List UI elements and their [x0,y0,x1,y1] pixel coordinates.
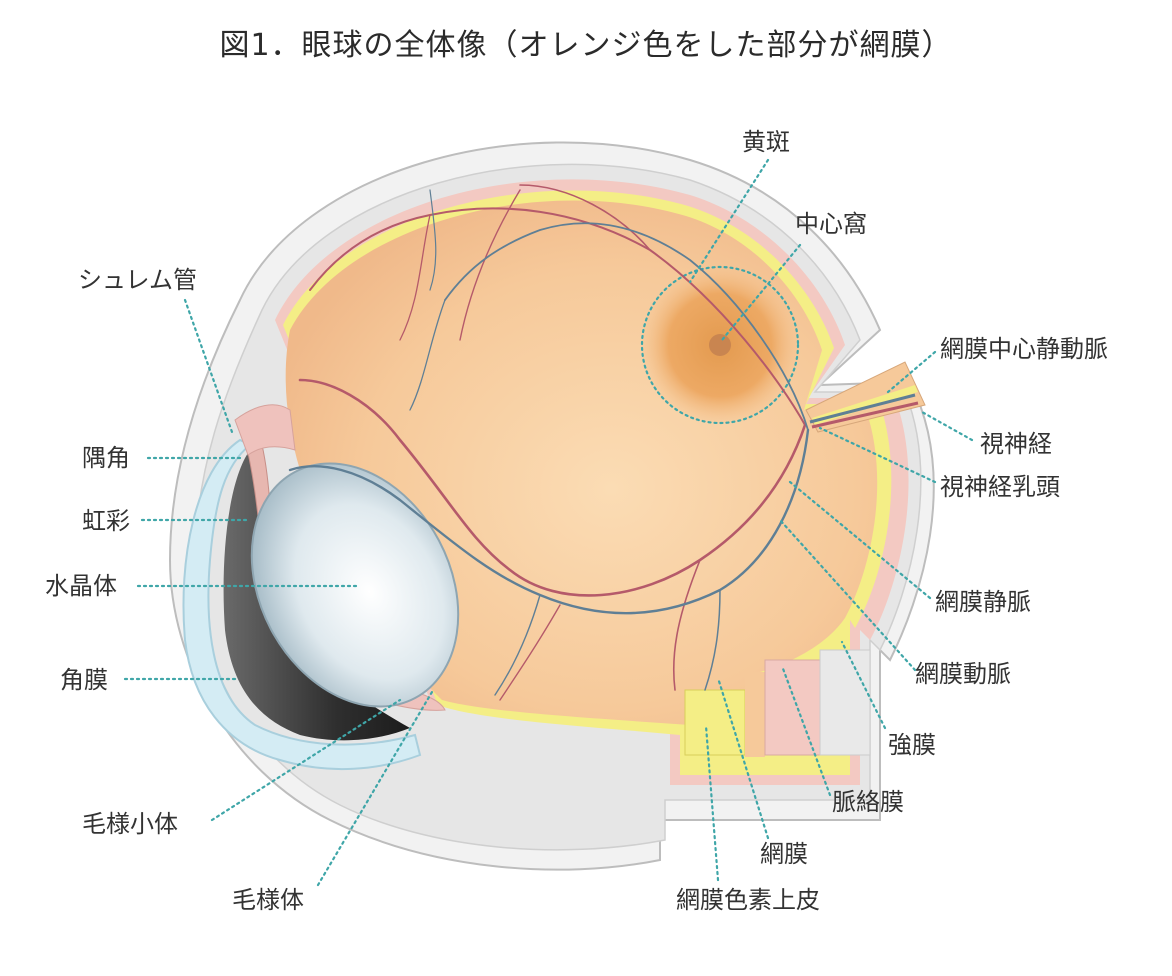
label-sclera: 強膜 [888,731,936,759]
leader-fovea [720,243,802,342]
leader-schlemm [183,298,234,434]
leader-retinal-vein [788,480,932,600]
choroid-block [764,659,821,756]
ciliary-body [234,404,296,456]
leader-optic-nerve [920,410,974,442]
iris-shadow [223,450,410,741]
label-central-retinal-vessels: 網膜中心静動脈 [940,335,1108,363]
retinal-vein-branch-1 [704,589,721,691]
fovea-spot [709,334,731,356]
label-retina: 網膜 [760,840,808,868]
figure-title: 図1．眼球の全体像（オレンジ色をした部分が網膜） [219,28,953,63]
rpe-block [684,689,746,756]
label-retinal-artery: 網膜動脈 [915,660,1011,688]
labels: 黄斑 中心窩 シュレム管 網膜中心静動脈 視神経 視神経乳頭 隅角 虹彩 水晶体… [45,128,1108,914]
label-choroid: 脈絡膜 [832,788,904,816]
label-iris: 虹彩 [82,507,130,535]
label-optic-disc: 視神経乳頭 [940,473,1060,501]
retinal-vein-branch-3 [409,299,446,411]
leader-lines [123,158,974,887]
leader-retina [716,676,770,840]
retinal-artery-branch-5 [399,214,431,341]
label-fovea: 中心窩 [795,210,867,238]
cornea [182,438,422,771]
label-optic-nerve: 視神経 [980,430,1052,458]
leader-retinal-artery [778,518,917,672]
retina-block [745,672,765,757]
retinal-vein-upper [444,222,809,431]
leader-ciliary-body [316,690,434,887]
retinal-artery-branch-3 [672,559,701,691]
leader-zonule [210,698,402,822]
retinal-artery-branch-4 [499,604,561,701]
sclera-block [819,649,871,756]
retinal-vessels [288,184,810,701]
macula-region [640,265,800,425]
label-ciliary-body: 毛様体 [232,886,304,914]
label-chamber-angle: 隅角 [82,444,130,472]
leader-sclera [840,640,887,730]
retinal-artery-upper [309,207,806,426]
label-ciliary-zonule: 毛様小体 [82,810,178,838]
label-schlemm-canal: シュレム管 [78,266,197,294]
retinal-vein-branch-4 [429,189,437,291]
retinal-vein-branch-2 [494,594,541,696]
label-cornea: 角膜 [60,666,108,694]
label-lens: 水晶体 [45,572,117,600]
retinal-artery-main [298,378,807,597]
retinal-artery-branch-2 [459,189,521,341]
leader-macula [688,158,770,284]
leader-rpe [704,724,720,882]
label-retinal-vein: 網膜静脈 [935,588,1031,616]
label-macula: 黄斑 [742,128,790,156]
label-rpe: 網膜色素上皮 [676,886,820,914]
leader-central-vessels [886,350,937,394]
leader-choroid [780,664,832,797]
optic-nerve [805,361,926,433]
retinal-artery-branch-1 [519,184,651,251]
